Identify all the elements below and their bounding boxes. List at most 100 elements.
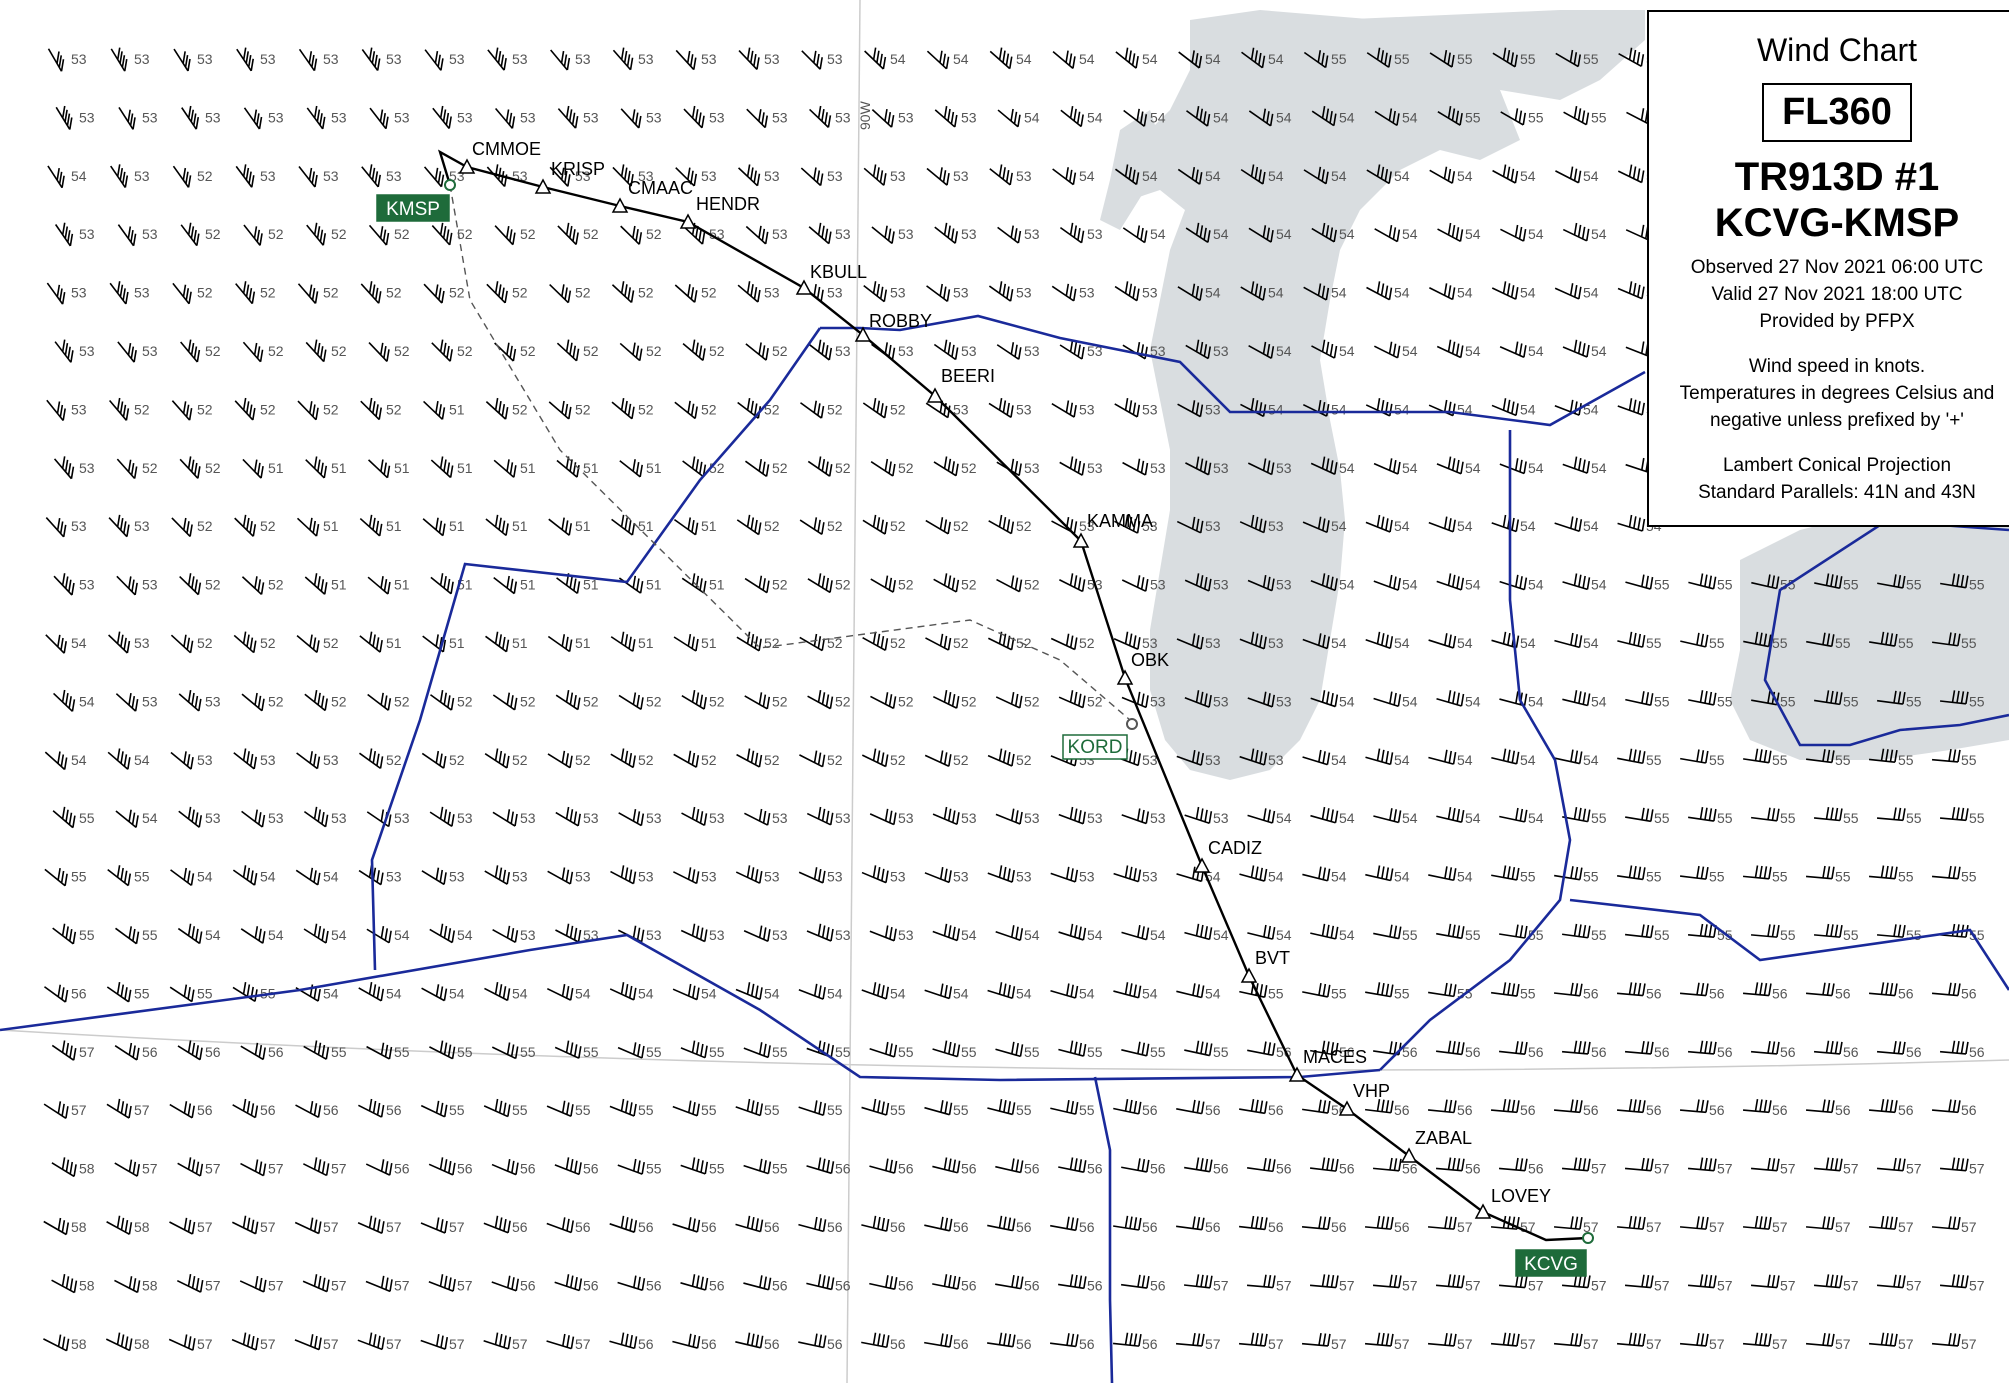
wind-barb: 52: [870, 692, 914, 709]
temperature-label: 56: [512, 1219, 528, 1235]
temperature-label: 53: [961, 810, 977, 826]
temperature-label: 57: [1961, 1219, 1977, 1235]
wind-barb: 53: [1185, 339, 1229, 360]
wind-barb: 57: [177, 1157, 221, 1177]
temperature-label: 53: [772, 810, 788, 826]
temperature-label: 57: [79, 1044, 95, 1060]
temperature-label: 54: [1268, 51, 1284, 67]
wind-barb: 54: [1311, 339, 1355, 359]
airport-label: KCVG: [1524, 1254, 1578, 1275]
wind-barb: 54: [232, 865, 276, 886]
temperature-label: 56: [1465, 1044, 1481, 1060]
wind-barb: 56: [1310, 1040, 1355, 1060]
temperature-label: 53: [646, 109, 662, 125]
temperature-label: 52: [835, 693, 851, 709]
wind-barb: 51: [296, 517, 339, 537]
temperature-label: 57: [1969, 1277, 1985, 1293]
waypoint-triangle-icon: [1288, 1066, 1306, 1082]
wind-barb: 57: [1427, 1216, 1473, 1235]
wind-barb: 54: [45, 634, 87, 654]
temperature-label: 55: [835, 1044, 851, 1060]
temperature-label: 54: [1150, 109, 1166, 125]
wind-barb: 53: [996, 342, 1040, 360]
temperature-label: 55: [898, 1044, 914, 1060]
wind-barb: 53: [46, 399, 87, 422]
temperature-label: 56: [520, 1161, 536, 1177]
temperature-label: 52: [953, 752, 969, 768]
wind-barb: 54: [798, 983, 843, 1001]
temperature-label: 52: [449, 752, 465, 768]
temperature-label: 53: [1087, 226, 1103, 242]
wind-barb: 54: [1366, 281, 1410, 301]
wind-barb: 55: [1499, 924, 1544, 943]
wind-barb: 53: [612, 164, 654, 187]
wind-barb: 52: [925, 517, 969, 535]
temperature-label: 55: [1591, 109, 1607, 125]
temperature-label: 57: [134, 1102, 150, 1118]
wind-barb: 51: [423, 400, 465, 420]
wind-barb: 55: [366, 1042, 410, 1060]
wind-barb: 56: [546, 1217, 591, 1235]
wind-barb: 55: [1743, 748, 1788, 768]
temperature-label: 55: [1402, 927, 1418, 943]
wind-barb: 52: [485, 397, 528, 420]
wind-barb: 54: [735, 982, 780, 1001]
temperature-label: 53: [1205, 401, 1221, 417]
temperature-label: 56: [1898, 985, 1914, 1001]
wind-barb: 53: [1247, 691, 1292, 709]
temperature-label: 55: [1654, 810, 1670, 826]
wind-barb: 57: [1939, 1157, 1985, 1177]
wind-barb: 55: [169, 984, 213, 1003]
wind-barb: 57: [1624, 1274, 1670, 1293]
temperature-label: 54: [1276, 343, 1292, 359]
temperature-label: 51: [575, 635, 591, 651]
wind-barb: 57: [294, 1334, 339, 1352]
observed-time: Observed 27 Nov 2021 06:00 UTC: [1690, 257, 1984, 278]
wind-barb: 52: [297, 283, 339, 304]
wind-barb: 52: [556, 339, 599, 362]
temperature-label: 56: [764, 1336, 780, 1352]
temperature-label: 53: [898, 226, 914, 242]
wind-barb: 55: [52, 923, 95, 945]
wind-barb: 56: [1113, 1215, 1158, 1235]
wind-barb: 54: [429, 923, 473, 944]
wind-barb: 55: [1806, 632, 1851, 651]
wind-barb: 58: [106, 1215, 150, 1235]
temperature-label: 52: [205, 226, 221, 242]
temperature-label: 57: [1591, 1277, 1607, 1293]
wind-barb: 53: [738, 47, 780, 70]
temperature-label: 53: [1016, 285, 1032, 301]
wind-barb: 54: [1310, 573, 1355, 593]
wind-barb: 56: [924, 1333, 969, 1352]
wind-barb: 55: [1625, 691, 1670, 709]
waypoint-beeri: BEERI: [926, 366, 995, 403]
temperature-label: 52: [331, 693, 347, 709]
temperature-label: 54: [1339, 460, 1355, 476]
wind-barb: 54: [1373, 574, 1418, 593]
wind-barb: 56: [735, 1332, 780, 1352]
temperature-label: 55: [1709, 752, 1725, 768]
temperature-label: 52: [268, 693, 284, 709]
wind-barb: 54: [924, 983, 969, 1001]
legend-title: Wind Chart: [1756, 32, 1918, 68]
wind-barb: 52: [861, 748, 906, 768]
wind-barb: 53: [680, 923, 725, 943]
wind-barb: 54: [989, 47, 1032, 70]
wind-barb: 53: [1176, 633, 1221, 651]
wind-barb: 52: [171, 400, 213, 421]
temperature-label: 55: [1331, 985, 1347, 1001]
temperature-label: 52: [197, 401, 213, 417]
wind-barb: 56: [1050, 1333, 1095, 1352]
wind-barb: 53: [547, 867, 591, 885]
temperature-label: 53: [331, 109, 347, 125]
temperature-label: 55: [1780, 810, 1796, 826]
temperature-label: 56: [1772, 985, 1788, 1001]
temperature-label: 51: [638, 518, 654, 534]
wind-barb: 55: [617, 1042, 662, 1060]
wind-barb: 56: [491, 1159, 536, 1177]
wind-barb: 55: [1813, 807, 1859, 826]
temperature-label: 53: [205, 109, 221, 125]
temperature-label: 53: [764, 168, 780, 184]
waypoint-label: KBULL: [810, 262, 867, 282]
wind-barb: 52: [234, 514, 276, 537]
